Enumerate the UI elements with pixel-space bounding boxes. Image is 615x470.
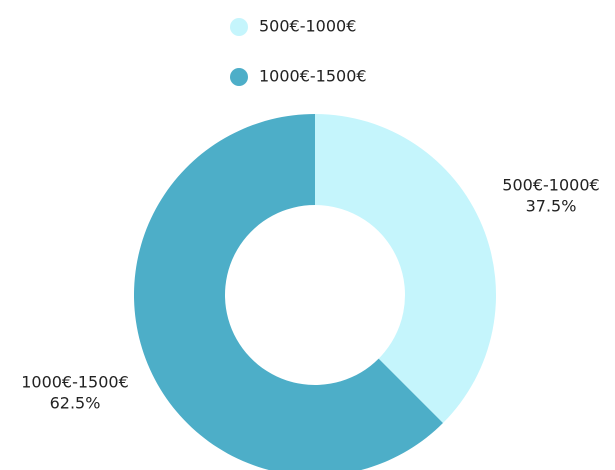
donut-slice <box>315 114 497 423</box>
donut-slice <box>134 114 443 470</box>
legend-marker <box>230 68 248 86</box>
slice-label: 500€-1000€ <box>502 176 599 195</box>
slice-label: 1000€-1500€ <box>21 373 129 392</box>
slice-value-label: 62.5% <box>50 394 101 413</box>
legend-label: 500€-1000€ <box>259 17 356 36</box>
slice-value-label: 37.5% <box>526 197 577 216</box>
legend-label: 1000€-1500€ <box>259 67 367 86</box>
legend-marker <box>230 18 248 36</box>
